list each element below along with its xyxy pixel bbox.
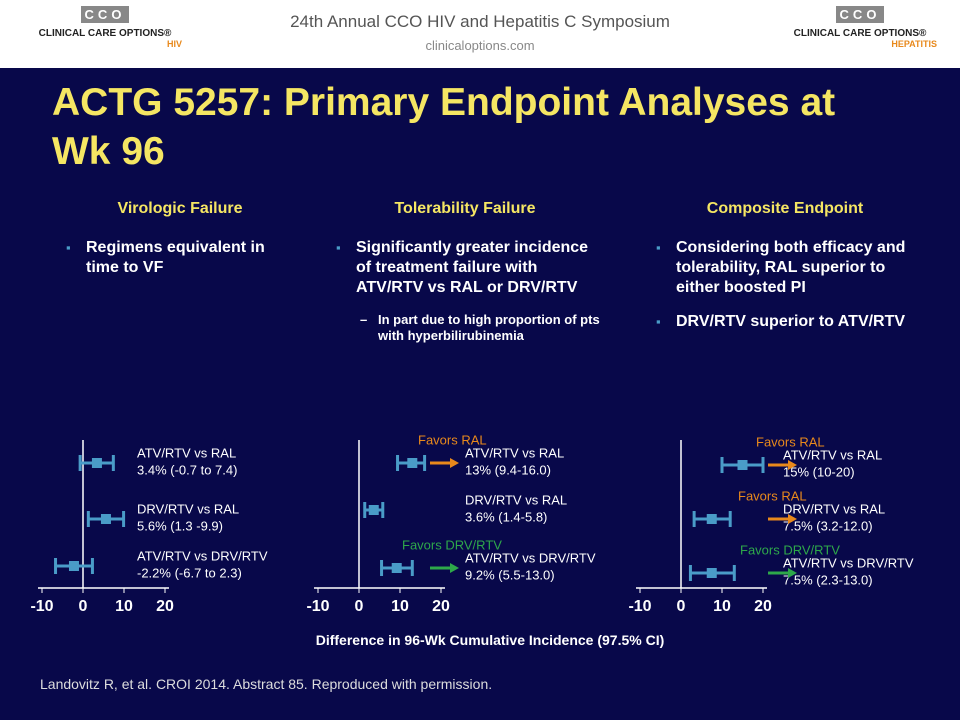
bullet: Considering both efficacy and tolerabili… <box>650 238 920 298</box>
logo-name: CLINICAL CARE OPTIONS® <box>38 28 172 39</box>
header-title: 24th Annual CCO HIV and Hepatitis C Symp… <box>290 12 670 31</box>
value-label: -2.2% (-6.7 to 2.3) <box>137 565 242 580</box>
comparison-label: ATV/RTV vs RAL <box>783 447 882 462</box>
value-label: 9.2% (5.5-13.0) <box>465 567 555 582</box>
column-heading: Composite Endpoint <box>706 200 864 217</box>
comparison-label: ATV/RTV vs DRV/RTV <box>137 548 268 563</box>
x-axis-label: Difference in 96-Wk Cumulative Incidence… <box>315 632 665 648</box>
favors-arrowhead <box>788 460 797 470</box>
favors-label: Favors DRV/RTV <box>402 537 502 552</box>
value-label: 15% (10-20) <box>783 464 855 479</box>
header-url: clinicaloptions.com <box>425 38 535 53</box>
favors-arrowhead <box>450 458 459 468</box>
point-estimate <box>737 460 748 470</box>
point-estimate <box>706 514 717 524</box>
text-column: Composite Endpoint Considering both effic… <box>650 200 920 346</box>
x-tick-label: 0 <box>677 598 686 615</box>
x-tick-label: -10 <box>306 598 329 615</box>
comparison-label: DRV/RTV vs RAL <box>783 501 885 516</box>
logo-right: CCO CLINICAL CARE OPTIONS® HEPATITIS <box>775 6 945 49</box>
text-column: Virologic Failure Regimens equivalent in … <box>60 200 300 292</box>
value-label: 7.5% (2.3-13.0) <box>783 572 873 587</box>
value-label: 3.6% (1.4-5.8) <box>465 509 547 524</box>
x-tick-label: -10 <box>30 598 53 615</box>
comparison-label: ATV/RTV vs DRV/RTV <box>465 550 596 565</box>
logo-name: CLINICAL CARE OPTIONS® <box>793 28 927 39</box>
x-tick-label: 10 <box>713 598 731 615</box>
favors-arrowhead <box>450 563 459 573</box>
bullet: DRV/RTV superior to ATV/RTV <box>650 312 920 332</box>
point-estimate <box>706 568 717 578</box>
column-heading: Tolerability Failure <box>394 200 536 217</box>
value-label: 7.5% (3.2-12.0) <box>783 518 873 533</box>
point-estimate <box>368 505 379 515</box>
favors-label: Favors RAL <box>418 432 487 447</box>
favors-label: Favors RAL <box>756 434 825 449</box>
logo-left: CCO CLINICAL CARE OPTIONS® HIV <box>20 6 190 49</box>
comparison-label: DRV/RTV vs RAL <box>137 501 239 516</box>
column-heading: Virologic Failure <box>117 200 243 217</box>
comparison-label: DRV/RTV vs RAL <box>465 492 567 507</box>
point-estimate <box>407 458 418 468</box>
header: CCO CLINICAL CARE OPTIONS® HIV 24th Annu… <box>0 0 960 68</box>
x-tick-label: 10 <box>115 598 133 615</box>
comparison-label: ATV/RTV vs RAL <box>465 445 564 460</box>
x-tick-label: 20 <box>432 598 450 615</box>
slide-title: ACTG 5257: Primary Endpoint Analyses at … <box>52 81 836 173</box>
comparison-label: ATV/RTV vs RAL <box>137 445 236 460</box>
point-estimate <box>100 514 111 524</box>
value-label: 13% (9.4-16.0) <box>465 462 551 477</box>
favors-label: Favors DRV/RTV <box>740 542 840 557</box>
value-label: 5.6% (1.3 -9.9) <box>137 518 223 533</box>
x-tick-label: -10 <box>628 598 651 615</box>
point-estimate <box>391 563 402 573</box>
logo-program: HIV <box>166 39 182 49</box>
x-tick-label: 0 <box>79 598 88 615</box>
citation: Landovitz R, et al. CROI 2014. Abstract … <box>40 676 493 692</box>
x-tick-label: 20 <box>754 598 772 615</box>
sub-bullet: In part due to high proportion of pts wi… <box>330 312 600 344</box>
text-column: Tolerability Failure Significantly greate… <box>330 200 600 344</box>
x-tick-label: 20 <box>156 598 174 615</box>
favors-label: Favors RAL <box>738 488 807 503</box>
logo-program: HEPATITIS <box>891 39 937 49</box>
x-tick-label: 0 <box>355 598 364 615</box>
bullet: Regimens equivalent in time to VF <box>60 238 300 278</box>
bullet: Significantly greater incidence of treat… <box>330 238 600 298</box>
comparison-label: ATV/RTV vs DRV/RTV <box>783 555 914 570</box>
point-estimate <box>91 458 102 468</box>
point-estimate <box>68 561 79 571</box>
logo-mark: CCO <box>80 6 130 23</box>
value-label: 3.4% (-0.7 to 7.4) <box>137 462 237 477</box>
x-tick-label: 10 <box>391 598 409 615</box>
favors-arrowhead <box>788 514 797 524</box>
logo-mark: CCO <box>835 6 885 23</box>
favors-arrowhead <box>788 568 797 578</box>
